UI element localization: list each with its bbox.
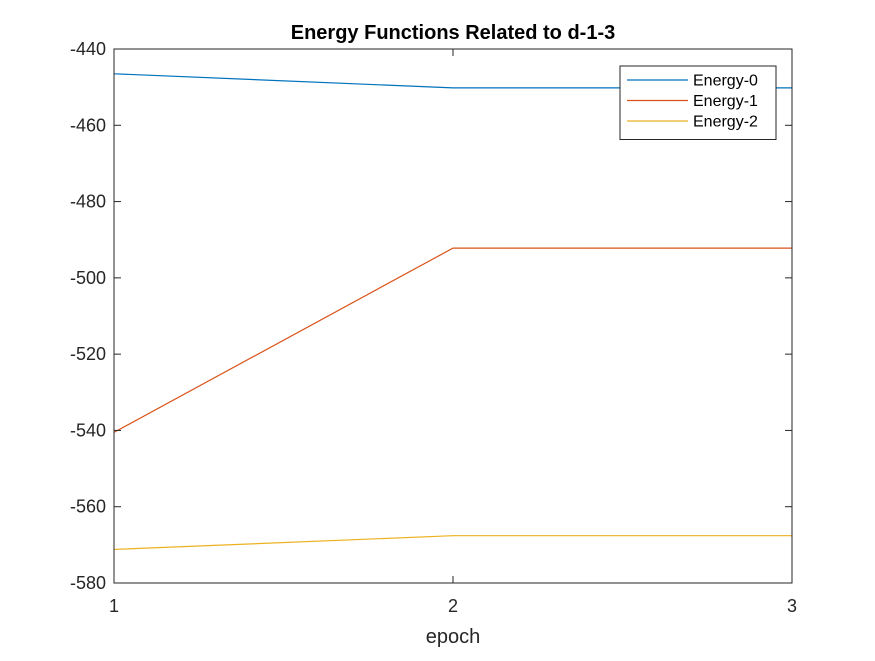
legend-entry-label: Energy-0 [693,73,758,90]
y-tick-label: -480 [70,192,106,212]
y-tick-label: -440 [70,39,106,59]
y-tick-label: -520 [70,344,106,364]
y-tick-label: -500 [70,268,106,288]
legend-box [619,65,777,140]
legend: Energy-0 Energy-1 Energy-2 [619,65,777,140]
x-tick-label: 2 [448,596,458,616]
chart-title: Energy Functions Related to d-1-3 [291,22,615,44]
y-tick-label: -460 [70,115,106,135]
y-tick-label: -580 [70,573,106,593]
x-axis-label: epoch [426,626,481,648]
legend-entry-label: Energy-1 [693,93,758,110]
series-line-energy-1 [113,247,792,433]
series-line-energy-2 [113,535,792,551]
y-tick-label: -540 [70,420,106,440]
x-tick-label: 3 [787,596,797,616]
y-tick-label: -560 [70,497,106,517]
x-tick-label: 1 [109,596,119,616]
legend-entry-label: Energy-2 [693,114,758,131]
